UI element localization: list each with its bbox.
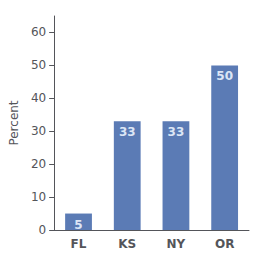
svg-text:30: 30	[31, 124, 46, 138]
svg-text:NY: NY	[167, 237, 186, 251]
svg-text:0: 0	[39, 223, 47, 237]
svg-text:5: 5	[74, 218, 82, 232]
svg-text:FL: FL	[71, 237, 87, 251]
svg-text:60: 60	[31, 25, 46, 39]
svg-text:40: 40	[31, 91, 46, 105]
svg-text:33: 33	[119, 125, 136, 139]
svg-text:20: 20	[31, 157, 46, 171]
svg-text:50: 50	[31, 58, 46, 72]
svg-text:Percent: Percent	[7, 100, 21, 145]
svg-text:KS: KS	[118, 237, 136, 251]
svg-text:33: 33	[168, 125, 185, 139]
svg-text:OR: OR	[215, 237, 234, 251]
svg-text:10: 10	[31, 190, 46, 204]
svg-text:50: 50	[216, 69, 233, 83]
